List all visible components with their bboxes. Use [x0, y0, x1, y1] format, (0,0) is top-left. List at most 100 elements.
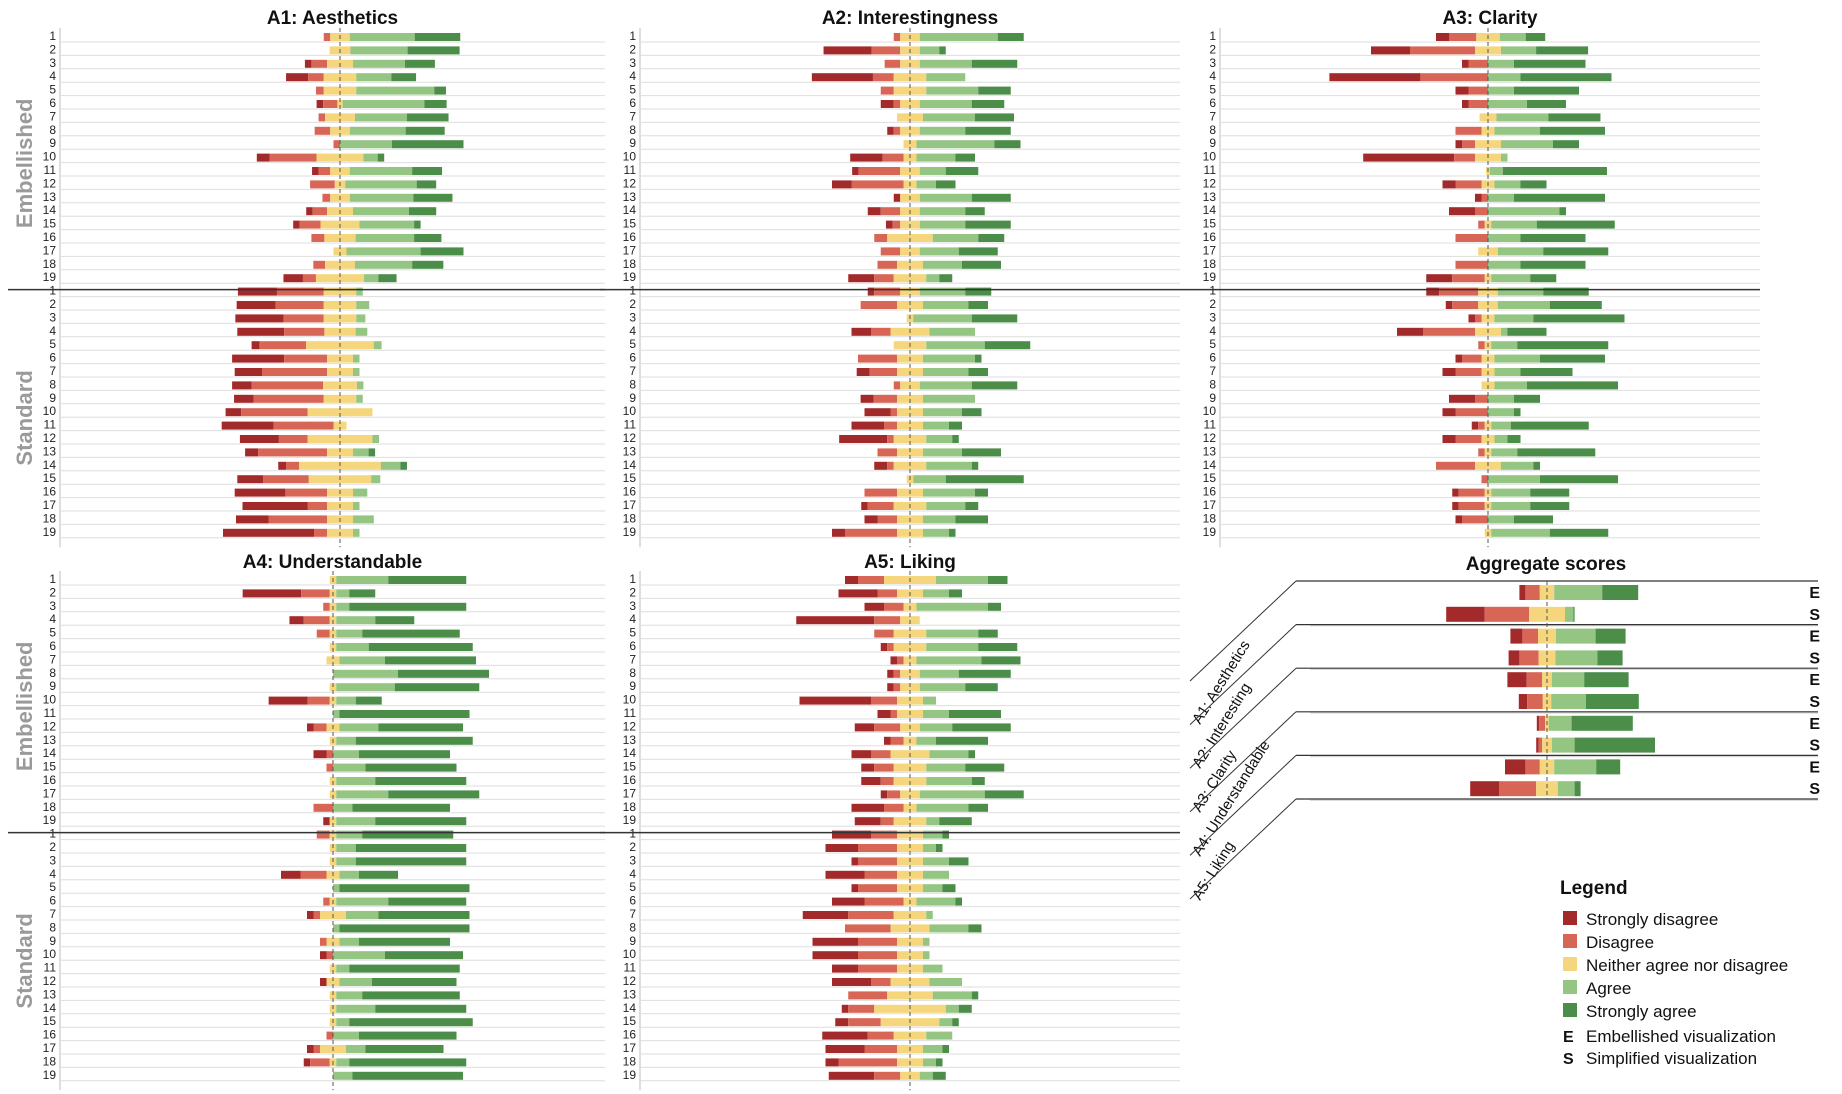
bar-segment-strongly-agree	[1533, 314, 1625, 323]
bar-segment-disagree	[1449, 33, 1477, 41]
bar-segment-disagree	[874, 287, 901, 296]
aggregate-bar-segment-disagree	[1519, 650, 1539, 666]
bar-segment-agree	[353, 207, 409, 216]
bar-segment-neutral	[897, 830, 923, 839]
bar-segment-neutral	[329, 830, 337, 839]
aggregate-bar-label: E	[1809, 716, 1820, 733]
bar-segment-disagree	[268, 515, 327, 524]
bar-segment-disagree	[313, 723, 327, 732]
legend-title: Legend	[1560, 878, 1628, 899]
bar-segment-strongly-disagree	[268, 696, 308, 705]
row-label: 18	[623, 511, 637, 525]
bar-segment-strongly-agree	[962, 408, 982, 417]
bar-segment-disagree	[867, 1031, 894, 1040]
row-label: 15	[623, 471, 637, 485]
bar-segment-strongly-disagree	[1452, 488, 1459, 497]
bar-segment-agree	[354, 260, 413, 269]
bar-segment-agree	[336, 696, 356, 705]
aggregate-bar-label: S	[1809, 738, 1820, 755]
bar-segment-agree	[1494, 381, 1527, 390]
bar-segment-strongly-agree	[1540, 126, 1605, 135]
bar-segment-agree	[916, 897, 956, 906]
bar-segment-strongly-agree	[971, 59, 1018, 68]
bar-segment-disagree	[874, 616, 901, 625]
bar-segment-strongly-agree	[349, 602, 467, 611]
row-label: 7	[629, 907, 636, 921]
row-label: 16	[43, 773, 57, 787]
bar-segment-agree	[353, 59, 405, 68]
bar-segment-strongly-disagree	[236, 515, 269, 524]
bar-segment-agree	[333, 750, 359, 759]
bar-segment-strongly-disagree	[281, 870, 301, 879]
group-label-standard: Standard	[12, 370, 37, 465]
bar-segment-disagree	[858, 964, 897, 973]
bar-segment-disagree	[1478, 421, 1485, 430]
bar-segment-strongly-disagree	[242, 502, 308, 510]
row-label: 4	[629, 324, 636, 338]
row-label: 18	[43, 800, 57, 814]
bar-segment-strongly-disagree	[234, 394, 254, 403]
bar-segment-strongly-disagree	[1452, 502, 1459, 510]
bar-segment-disagree	[864, 488, 897, 497]
bar-segment-strongly-disagree	[880, 100, 894, 108]
bar-segment-strongly-disagree	[851, 884, 858, 893]
bar-segment-disagree	[313, 911, 320, 919]
bar-segment-disagree	[872, 73, 894, 82]
bar-segment-disagree	[880, 247, 901, 256]
bar-segment-strongly-disagree	[852, 167, 859, 175]
aggregate-bar-segment-disagree	[1522, 628, 1538, 644]
row-label: 4	[1209, 69, 1216, 83]
bar-segment-strongly-agree	[391, 73, 417, 82]
bar-segment-neutral	[323, 86, 357, 95]
bar-segment-strongly-disagree	[1468, 314, 1475, 323]
bar-segment-disagree	[880, 777, 894, 785]
bar-segment-disagree	[858, 951, 897, 960]
bar-segment-strongly-agree	[1527, 381, 1618, 390]
bar-segment-agree	[926, 1031, 953, 1040]
bar-segment-disagree	[845, 528, 897, 537]
bar-segment-strongly-agree	[378, 274, 397, 283]
aggregate-bar-label: S	[1809, 650, 1820, 667]
bar-segment-neutral	[893, 629, 927, 638]
bar-segment-agree	[1496, 113, 1549, 122]
bar-segment-strongly-agree	[407, 46, 460, 55]
aggregate-bar-segment-disagree	[1526, 672, 1543, 688]
bar-segment-strongly-disagree	[884, 736, 891, 745]
row-label: 15	[43, 760, 57, 774]
row-label: 5	[629, 880, 636, 894]
row-label: 2	[629, 297, 636, 311]
bar-segment-strongly-disagree	[851, 327, 871, 336]
row-label: 3	[629, 599, 636, 613]
row-label: 1	[49, 284, 56, 298]
bar-segment-agree	[1491, 448, 1518, 457]
bar-segment-agree	[929, 924, 969, 933]
bar-segment-disagree	[301, 589, 330, 598]
bar-segment-strongly-agree	[984, 341, 1031, 350]
bar-segment-strongly-disagree	[832, 528, 845, 537]
bar-segment-strongly-disagree	[1442, 408, 1456, 417]
row-label: 14	[623, 746, 637, 760]
bar-segment-strongly-disagree	[232, 381, 252, 390]
bar-segment-strongly-disagree	[316, 100, 324, 108]
bar-segment-strongly-disagree	[1462, 100, 1469, 108]
bar-segment-agree	[333, 763, 366, 772]
aggregate-bar-segment-neutral	[1539, 585, 1555, 600]
bar-segment-strongly-agree	[400, 461, 407, 470]
bar-segment-disagree	[880, 207, 901, 216]
aggregate-bar-segment-neutral	[1538, 650, 1556, 666]
row-label: 15	[1203, 471, 1217, 485]
bar-segment-agree	[919, 193, 972, 202]
bar-segment-strongly-agree	[375, 817, 467, 826]
bar-segment-strongly-agree	[945, 475, 1024, 484]
row-label: 13	[43, 987, 57, 1001]
bar-segment-strongly-disagree	[1371, 46, 1410, 55]
bar-segment-disagree	[845, 924, 891, 933]
bar-segment-neutral	[897, 964, 923, 973]
row-label: 6	[1209, 96, 1216, 110]
bar-segment-strongly-agree	[949, 710, 1001, 718]
bar-segment-strongly-disagree	[306, 207, 313, 216]
aggregate-bar-segment-agree	[1551, 737, 1575, 753]
bar-segment-strongly-agree	[388, 576, 467, 584]
bar-segment-agree	[919, 1071, 933, 1080]
aggregate-bar-segment-strongly-agree	[1595, 628, 1626, 644]
